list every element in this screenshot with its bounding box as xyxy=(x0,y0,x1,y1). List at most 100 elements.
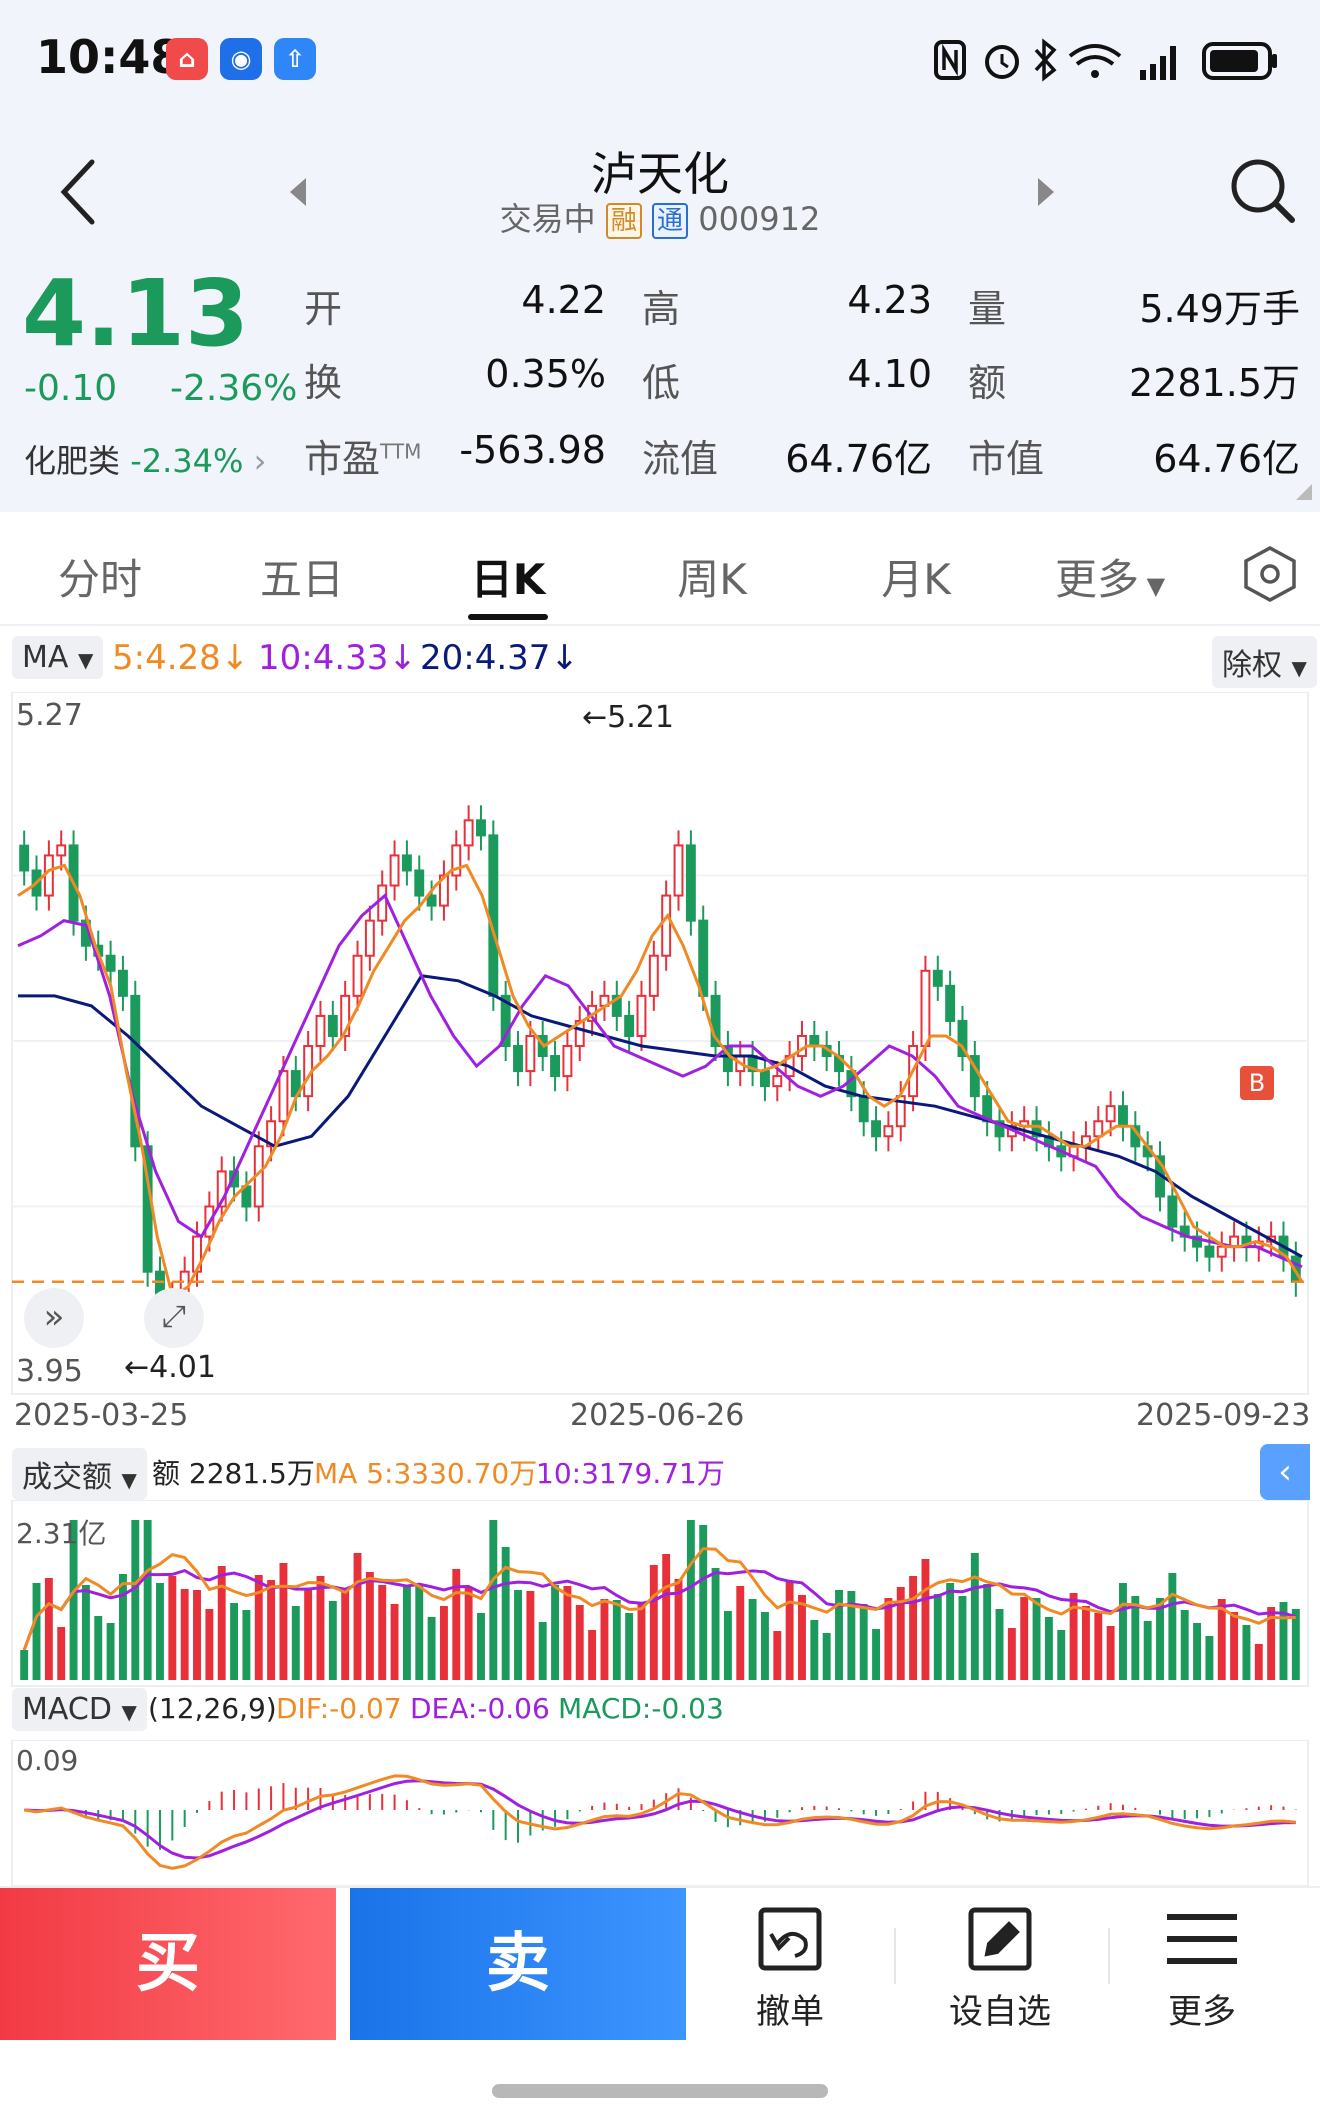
volume-bar xyxy=(946,1583,955,1680)
candle-body xyxy=(315,1014,326,1048)
volume-bar xyxy=(884,1598,893,1680)
volume-bar xyxy=(674,1579,683,1680)
volume-bar xyxy=(230,1603,239,1680)
bottom-action-bar: 买 卖 撤单 设自选 更多 xyxy=(0,1886,1320,2040)
volume-bar xyxy=(143,1520,152,1680)
nfc-icon xyxy=(934,40,966,80)
label-low: 低 xyxy=(642,361,681,405)
alarm-icon xyxy=(985,45,1019,79)
volume-bar xyxy=(156,1583,164,1680)
next-stock-icon[interactable] xyxy=(1030,172,1060,212)
volume-bar xyxy=(872,1629,881,1680)
fast-forward-icon[interactable]: » xyxy=(24,1288,84,1348)
volume-amount: 额 2281.5万 xyxy=(152,1457,315,1490)
candle-body xyxy=(945,984,956,1022)
volume-bar xyxy=(415,1586,424,1680)
buy-signal-marker[interactable]: B xyxy=(1240,1066,1274,1100)
volume-bar xyxy=(723,1611,732,1680)
volume-bar xyxy=(1217,1599,1226,1680)
volume-selector[interactable]: 成交额 ▼ xyxy=(12,1448,147,1500)
volume-bar xyxy=(328,1601,337,1680)
wifi-icon xyxy=(1068,44,1122,78)
tab-intraday[interactable]: 分时 xyxy=(57,555,142,604)
volume-bar xyxy=(1143,1621,1152,1680)
macd-frame xyxy=(11,1740,1309,1886)
candle-body xyxy=(661,894,672,957)
search-icon[interactable] xyxy=(1228,156,1298,226)
volume-bar xyxy=(279,1563,288,1680)
candle-body xyxy=(710,994,721,1048)
sector-link[interactable]: 化肥类 -2.34% › xyxy=(24,436,266,482)
macd-top-label: 0.09 xyxy=(16,1744,79,1777)
status-time: 10:48 xyxy=(36,30,183,84)
more-button[interactable]: 更多 xyxy=(1112,1904,1292,2033)
candle-body xyxy=(43,854,54,897)
adjust-selector[interactable]: 除权 ▼ xyxy=(1212,636,1317,688)
add-watchlist-button[interactable]: 设自选 xyxy=(910,1904,1090,2033)
volume-ma5-line xyxy=(22,1547,1296,1651)
expand-corner-icon[interactable] xyxy=(1294,482,1314,502)
back-icon[interactable] xyxy=(52,152,112,232)
volume-bar xyxy=(921,1559,930,1680)
volume-bar xyxy=(452,1569,461,1680)
indicator-selector[interactable]: MA ▼ xyxy=(12,636,104,679)
volume-bar xyxy=(217,1566,226,1680)
tab-more[interactable]: 更多 ▼ xyxy=(1054,555,1166,604)
volume-bar xyxy=(267,1580,276,1680)
candle-body xyxy=(414,869,425,897)
stock-code: 000912 xyxy=(698,200,821,238)
buy-button[interactable]: 买 xyxy=(0,1888,336,2040)
candle-body xyxy=(352,954,363,997)
candle-body xyxy=(130,994,141,1148)
kline-chart[interactable] xyxy=(0,692,1320,1396)
label-volume: 量 xyxy=(968,287,1007,331)
volume-bar xyxy=(970,1553,979,1680)
volume-bar xyxy=(242,1610,251,1680)
candle-body xyxy=(772,1075,783,1088)
cancel-order-label: 撤单 xyxy=(756,1992,824,2032)
price-change-pct: -2.36% xyxy=(170,368,298,409)
volume-bar xyxy=(106,1623,115,1680)
volume-bar xyxy=(649,1565,658,1680)
volume-bar xyxy=(1081,1606,1090,1680)
period-tabs: 分时 五日 日K 周K 月K 更多 ▼ xyxy=(0,518,1320,626)
candle-body xyxy=(1192,1235,1203,1248)
sell-button[interactable]: 卖 xyxy=(350,1888,686,2040)
tab-daily-k[interactable]: 日K xyxy=(470,555,546,604)
candle-body xyxy=(698,919,709,997)
volume-bar xyxy=(193,1590,201,1680)
macd-selector[interactable]: MACD ▼ xyxy=(12,1688,147,1731)
candle-body xyxy=(340,994,351,1037)
volume-bar xyxy=(662,1554,671,1680)
macd-chart[interactable] xyxy=(0,1740,1320,1886)
volume-bar xyxy=(168,1576,177,1680)
ma10-line xyxy=(17,893,1303,1269)
candle-body xyxy=(957,1019,968,1058)
current-price: 4.13 xyxy=(22,260,249,367)
tab-weekly-k[interactable]: 周K xyxy=(677,555,747,604)
tab-five-day[interactable]: 五日 xyxy=(259,555,344,604)
candle-body xyxy=(426,894,437,907)
candle-body xyxy=(500,994,511,1048)
volume-bar xyxy=(909,1576,918,1680)
volume-bar xyxy=(995,1609,1004,1680)
volume-bar xyxy=(983,1584,992,1680)
cancel-order-button[interactable]: 撤单 xyxy=(700,1904,880,2033)
tab-monthly-k[interactable]: 月K xyxy=(881,555,951,604)
candle-body xyxy=(673,844,684,897)
macd-dif: DIF:-0.07 xyxy=(276,1692,402,1725)
prev-stock-icon[interactable] xyxy=(284,172,314,212)
volume-chart[interactable] xyxy=(0,1500,1320,1688)
settings-hex-icon[interactable] xyxy=(1240,544,1300,604)
candle-body xyxy=(550,1055,561,1078)
volume-bar xyxy=(575,1605,584,1680)
battery-icon xyxy=(1202,42,1277,80)
fullscreen-icon[interactable]: ⤢ xyxy=(144,1288,204,1348)
candle-body xyxy=(1216,1245,1227,1258)
low-marker: ←4.01 xyxy=(124,1350,216,1385)
add-watchlist-label: 设自选 xyxy=(949,1992,1051,2032)
label-turnover: 换 xyxy=(304,361,343,405)
x-label-end: 2025-09-23 xyxy=(1136,1398,1311,1433)
collapse-panel-icon[interactable]: ‹ xyxy=(1260,1444,1310,1500)
volume-bar xyxy=(538,1622,547,1680)
